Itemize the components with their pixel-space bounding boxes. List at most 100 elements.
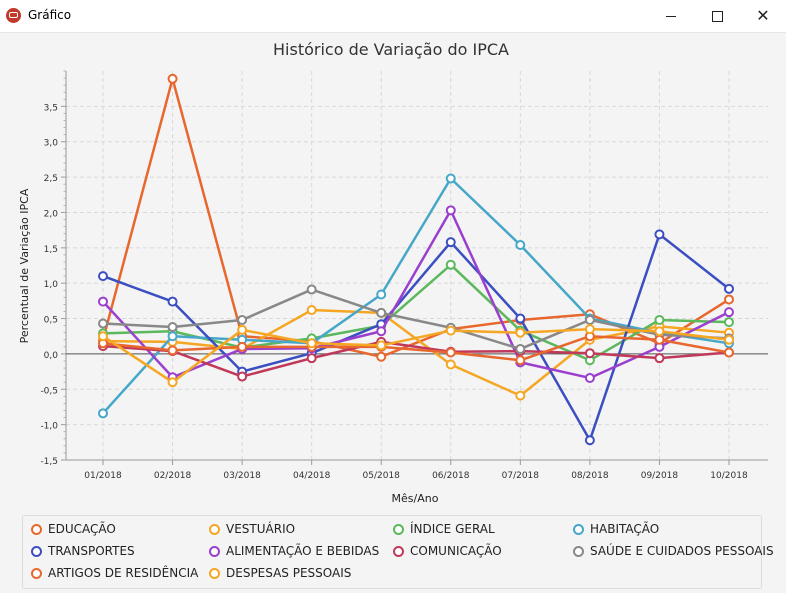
legend-marker-icon: [31, 567, 42, 579]
series: [98, 73, 734, 362]
legend-marker-icon: [31, 545, 42, 557]
legend-label: SAÚDE E CUIDADOS PESSOAIS: [590, 544, 774, 558]
legend-item-educacao: EDUCAÇÃO: [31, 522, 116, 536]
legend-marker-icon: [573, 545, 584, 557]
legend-item-alimentacao: ALIMENTAÇÃO E BEBIDAS: [209, 544, 379, 558]
y-tick-label: -1,0: [40, 422, 58, 432]
data-point: [654, 353, 665, 364]
data-point: [237, 324, 248, 335]
axes: -1,5 -1,0 -0,5 0,0 0,5 1,0 1,5 2,0 2,5 3,0 3,5 01/2…: [40, 70, 768, 481]
data-point: [654, 326, 665, 337]
x-tick-label: 02/2018: [154, 471, 192, 481]
chart-app-icon: [6, 8, 21, 23]
legend-marker-icon: [31, 523, 42, 535]
data-point: [376, 289, 387, 300]
data-point: [306, 305, 317, 316]
data-point: [376, 351, 387, 362]
x-tick-label: 01/2018: [84, 471, 122, 481]
data-point: [306, 353, 317, 364]
legend-item-saude: SAÚDE E CUIDADOS PESSOAIS: [573, 544, 774, 558]
data-point: [98, 271, 108, 282]
data-point: [167, 296, 178, 307]
maximize-button[interactable]: [694, 0, 740, 32]
data-point: [376, 307, 387, 318]
data-point: [376, 326, 387, 337]
legend-label: ARTIGOS DE RESIDÊNCIA: [48, 566, 199, 580]
data-point: [237, 341, 248, 352]
legend-item-despesas: DESPESAS PESSOAIS: [209, 566, 351, 580]
y-tick-label: 3,0: [44, 139, 59, 149]
data-point: [724, 317, 734, 328]
legend-item-comunicacao: COMUNICAÇÃO: [393, 544, 502, 558]
data-point: [167, 377, 178, 388]
x-tick-label: 06/2018: [432, 471, 470, 481]
y-tick-label: 1,5: [44, 245, 58, 255]
legend-label: DESPESAS PESSOAIS: [226, 566, 352, 580]
data-point: [654, 314, 665, 325]
data-point: [98, 408, 108, 419]
close-button[interactable]: ✕: [740, 0, 786, 32]
series-layer: [98, 73, 734, 446]
x-tick-label: 05/2018: [363, 471, 401, 481]
y-tick-label: -1,5: [40, 457, 58, 467]
y-axis-label: Percentual de Variação IPCA: [18, 188, 31, 343]
x-tick-label: 07/2018: [502, 471, 540, 481]
data-point: [376, 340, 387, 351]
x-tick-label: 10/2018: [710, 471, 748, 481]
data-point: [445, 237, 456, 248]
minimize-button[interactable]: [648, 0, 694, 32]
x-axis-label: Mês/Ano: [392, 492, 439, 505]
data-point: [445, 325, 456, 336]
data-point: [306, 284, 317, 295]
data-point: [584, 348, 595, 359]
y-tick-label: 0,5: [44, 316, 58, 326]
series-line: [101, 77, 730, 358]
data-point: [724, 294, 734, 305]
data-point: [584, 314, 595, 325]
legend-label: VESTUÁRIO: [226, 522, 296, 536]
legend-marker-icon: [209, 545, 220, 557]
legend-marker-icon: [573, 523, 584, 535]
data-point: [167, 331, 178, 342]
series: [98, 324, 734, 388]
series-line: [102, 334, 730, 362]
window-title: Gráfico: [28, 8, 72, 22]
chart-title: Histórico de Variação do IPCA: [273, 40, 509, 59]
y-tick-label: 3,5: [44, 103, 58, 113]
y-tick-label: 2,0: [44, 209, 59, 219]
legend-label: EDUCAÇÃO: [48, 522, 116, 536]
data-point: [654, 334, 665, 345]
data-point: [237, 371, 248, 382]
data-point: [167, 322, 178, 333]
chart-legend: EDUCAÇÃO VESTUÁRIO ÍNDICE GERAL HABITAÇÃ…: [22, 515, 774, 589]
data-point: [445, 359, 456, 370]
legend-marker-icon: [393, 545, 404, 557]
data-point: [98, 296, 108, 307]
x-tick-label: 04/2018: [293, 471, 331, 481]
data-point: [445, 205, 456, 216]
legend-label: ÍNDICE GERAL: [410, 522, 495, 536]
data-point: [515, 390, 526, 401]
data-point: [445, 173, 456, 184]
data-point: [237, 314, 248, 325]
legend-item-transportes: TRANSPORTES: [31, 544, 135, 558]
y-tick-label: 0,0: [44, 351, 59, 361]
data-point: [515, 327, 526, 338]
data-point: [515, 343, 526, 354]
series-line: [102, 340, 730, 378]
legend-marker-icon: [393, 523, 404, 535]
x-tick-label: 03/2018: [223, 471, 261, 481]
y-tick-label: 2,5: [44, 174, 58, 184]
legend-label: ALIMENTAÇÃO E BEBIDAS: [226, 544, 380, 558]
legend-label: COMUNICAÇÃO: [410, 544, 502, 558]
data-point: [306, 338, 317, 349]
x-tick-label: 09/2018: [641, 471, 679, 481]
y-tick-label: 1,0: [44, 280, 59, 290]
data-point: [584, 372, 595, 383]
maximize-icon: [711, 10, 723, 22]
legend-item-indice-geral: ÍNDICE GERAL: [393, 522, 495, 536]
data-point: [167, 73, 178, 84]
legend-label: HABITAÇÃO: [590, 522, 660, 536]
data-point: [167, 345, 178, 356]
series-line: [102, 288, 730, 351]
